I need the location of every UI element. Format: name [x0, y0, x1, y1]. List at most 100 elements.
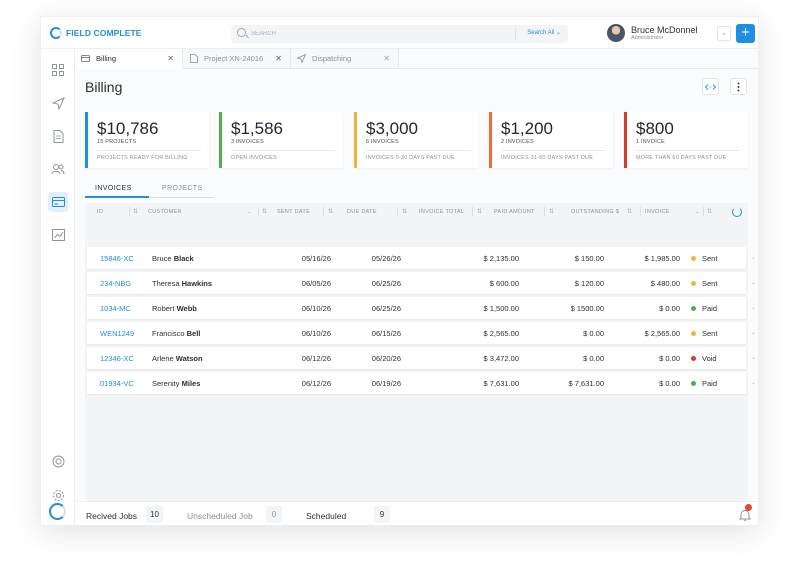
page-title: Billing	[85, 79, 123, 95]
dispatch-send-icon[interactable]	[48, 93, 68, 113]
invoice-id-link[interactable]: 1034-MC	[100, 304, 131, 313]
send-icon	[297, 54, 306, 63]
summary-card[interactable]: $3,000 6 INVOICES INVOICES 0-30 DAYS PAS…	[354, 112, 478, 168]
sort-icon[interactable]: ⇅	[549, 209, 555, 215]
sort-icon[interactable]: ⇅	[133, 209, 139, 215]
summary-card[interactable]: $1,586 3 INVOICES OPEN INVOICES	[219, 112, 343, 168]
reports-chart-icon[interactable]	[48, 225, 68, 245]
table-row[interactable]: 234-NBG Theresa Hawkins 06/05/26 06/25/26 $ …	[87, 272, 756, 294]
tab-dispatching[interactable]: Dispatching ✕	[291, 49, 399, 69]
card-divider	[231, 150, 335, 151]
summary-card[interactable]: $10,786 15 PROJECTS PROJECTS READY FOR B…	[85, 112, 209, 168]
sort-icon[interactable]: ⇅	[262, 209, 268, 215]
user-role: Administrator	[631, 34, 664, 41]
sent-date: 06/12/26	[301, 379, 331, 388]
invoice-total: $ 1,500.00	[483, 304, 519, 313]
received-jobs-label[interactable]: Recived Jobs	[86, 511, 138, 521]
filter-chevron-icon[interactable]: ⌄	[247, 209, 252, 215]
left-nav-rail	[41, 49, 75, 525]
sent-date: 05/16/26	[301, 254, 331, 263]
table-row[interactable]: 12346-XC Arlene Watson 06/12/26 06/20/26 $ 3…	[87, 347, 756, 369]
expand-arrows-icon[interactable]	[702, 78, 719, 95]
sort-icon[interactable]: ⇅	[477, 209, 483, 215]
tab-bar: Billing ✕ Project XN-24016 ✕ Dispatching…	[75, 49, 399, 69]
user-menu-chevron-icon[interactable]: ⌄	[717, 26, 731, 41]
column-header-due-date[interactable]: DUE DATE	[347, 209, 377, 215]
column-header-customer[interactable]: CUSTOMER	[148, 209, 182, 215]
scheduled-jobs-label[interactable]: Scheduled	[306, 511, 347, 521]
refresh-icon[interactable]	[732, 207, 742, 217]
invoice-id-link[interactable]: 12346-XC	[100, 354, 134, 363]
sort-icon[interactable]: ⇅	[402, 209, 408, 215]
add-button[interactable]: +	[736, 24, 755, 43]
tab-projects[interactable]: PROJECTS	[162, 185, 203, 192]
due-date: 05/26/26	[371, 254, 401, 263]
table-row[interactable]: 15846-XC Bruce Black 05/16/26 05/26/26 $ 2,1…	[87, 247, 756, 269]
status-chevron-icon[interactable]: ⌄	[751, 330, 757, 336]
status-chevron-icon[interactable]: ⌄	[751, 280, 757, 286]
status-badge: Void	[702, 354, 717, 363]
tab-project[interactable]: Project XN-24016 ✕	[183, 49, 291, 69]
sent-date: 06/10/26	[301, 304, 331, 313]
column-divider	[258, 207, 259, 216]
billing-card-icon[interactable]	[48, 192, 68, 212]
invoice-id-link[interactable]: 15846-XC	[100, 254, 134, 263]
invoice-id-link[interactable]: 01934-VC	[100, 379, 134, 388]
user-profile[interactable]: Bruce McDonnel Administrator	[607, 24, 698, 42]
help-lifebuoy-icon[interactable]	[48, 451, 68, 471]
notification-bell-icon[interactable]	[738, 508, 752, 522]
tab-invoices[interactable]: INVOICES	[95, 185, 132, 192]
card-amount: $1,200	[501, 119, 553, 138]
close-icon[interactable]: ✕	[383, 54, 390, 63]
unscheduled-jobs-label[interactable]: Unscheduled Job	[187, 511, 253, 521]
column-header-id[interactable]: ID	[97, 209, 104, 215]
customer-first-name: Francisco	[152, 329, 185, 338]
status-chevron-icon[interactable]: ⌄	[751, 305, 757, 311]
column-header-outstanding[interactable]: OUTSTANDING $	[571, 209, 620, 215]
sort-icon[interactable]: ⇅	[627, 209, 633, 215]
invoice-id-link[interactable]: 234-NBG	[100, 279, 132, 288]
status-chevron-icon[interactable]: ⌄	[751, 380, 757, 386]
search-input[interactable]	[251, 27, 501, 41]
outstanding-amount: $ 0.00	[659, 354, 680, 363]
app-logo[interactable]: FIELD COMPLETE	[50, 27, 142, 39]
status-chevron-icon[interactable]: ⌄	[751, 355, 757, 361]
status-chevron-icon[interactable]: ⌄	[751, 255, 757, 261]
tab-billing[interactable]: Billing ✕	[75, 49, 183, 69]
close-icon[interactable]: ✕	[275, 54, 282, 63]
paid-amount: $ 7,631.00	[568, 379, 604, 388]
sort-icon[interactable]: ⇅	[328, 209, 334, 215]
due-date: 06/25/26	[371, 279, 401, 288]
column-header-sent-date[interactable]: SENT DATE	[277, 209, 311, 215]
dashboard-grid-icon[interactable]	[48, 60, 68, 80]
settings-gear-icon[interactable]	[48, 485, 68, 505]
summary-card[interactable]: $800 1 INVOICE MORE THAN 60 DAYS PAST DU…	[624, 112, 748, 168]
search-scope-dropdown[interactable]: Search All ⌄	[527, 30, 561, 36]
due-date: 06/25/26	[371, 304, 401, 313]
invoice-id-link[interactable]: WEN1249	[100, 329, 135, 338]
filter-chevron-icon[interactable]: ⌄	[695, 209, 700, 215]
close-icon[interactable]: ✕	[167, 54, 174, 63]
customer-name: Arlene Watson	[152, 354, 203, 363]
received-jobs-count: 10	[146, 506, 163, 523]
column-header-invoice-total[interactable]: INVOICE TOTAL	[419, 209, 465, 215]
documents-icon[interactable]	[48, 126, 68, 146]
sort-icon[interactable]: ⇅	[707, 209, 713, 215]
column-header-invoice[interactable]: INVOICE	[645, 209, 670, 215]
sync-status-icon	[49, 503, 66, 520]
column-divider	[472, 207, 473, 216]
table-row[interactable]: WEN1249 Francisco Bell 06/10/26 06/15/26 $ 2…	[87, 322, 756, 344]
card-divider	[501, 150, 605, 151]
status-dot	[691, 381, 696, 386]
column-header-paid-amount[interactable]: PAID AMOUNT	[494, 209, 535, 215]
table-row[interactable]: 1034-MC Robert Webb 06/10/26 06/25/26 $ 1,50…	[87, 297, 756, 319]
summary-card[interactable]: $1,200 2 INVOICES INVOICES 31-60 DAYS PA…	[489, 112, 613, 168]
invoice-total: $ 2,565.00	[483, 329, 519, 338]
customer-name: Robert Webb	[152, 304, 197, 313]
more-options-icon[interactable]	[730, 78, 747, 95]
users-icon[interactable]	[48, 159, 68, 179]
table-header: ID ⇅ CUSTOMER ⌄ ⇅ SENT DATE ⇅ DUE DATE ⇅…	[85, 203, 748, 220]
customer-last-name: Black	[173, 254, 194, 263]
table-row[interactable]: 01934-VC Serenity Miles 06/12/26 06/19/26 $ …	[87, 372, 756, 394]
sent-date: 06/10/26	[301, 329, 331, 338]
